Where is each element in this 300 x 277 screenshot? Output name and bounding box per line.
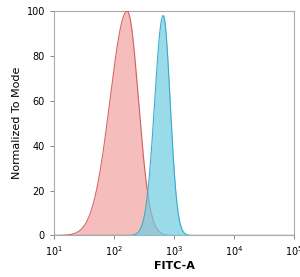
X-axis label: FITC-A: FITC-A [154, 261, 194, 271]
Y-axis label: Normalized To Mode: Normalized To Mode [12, 67, 22, 179]
